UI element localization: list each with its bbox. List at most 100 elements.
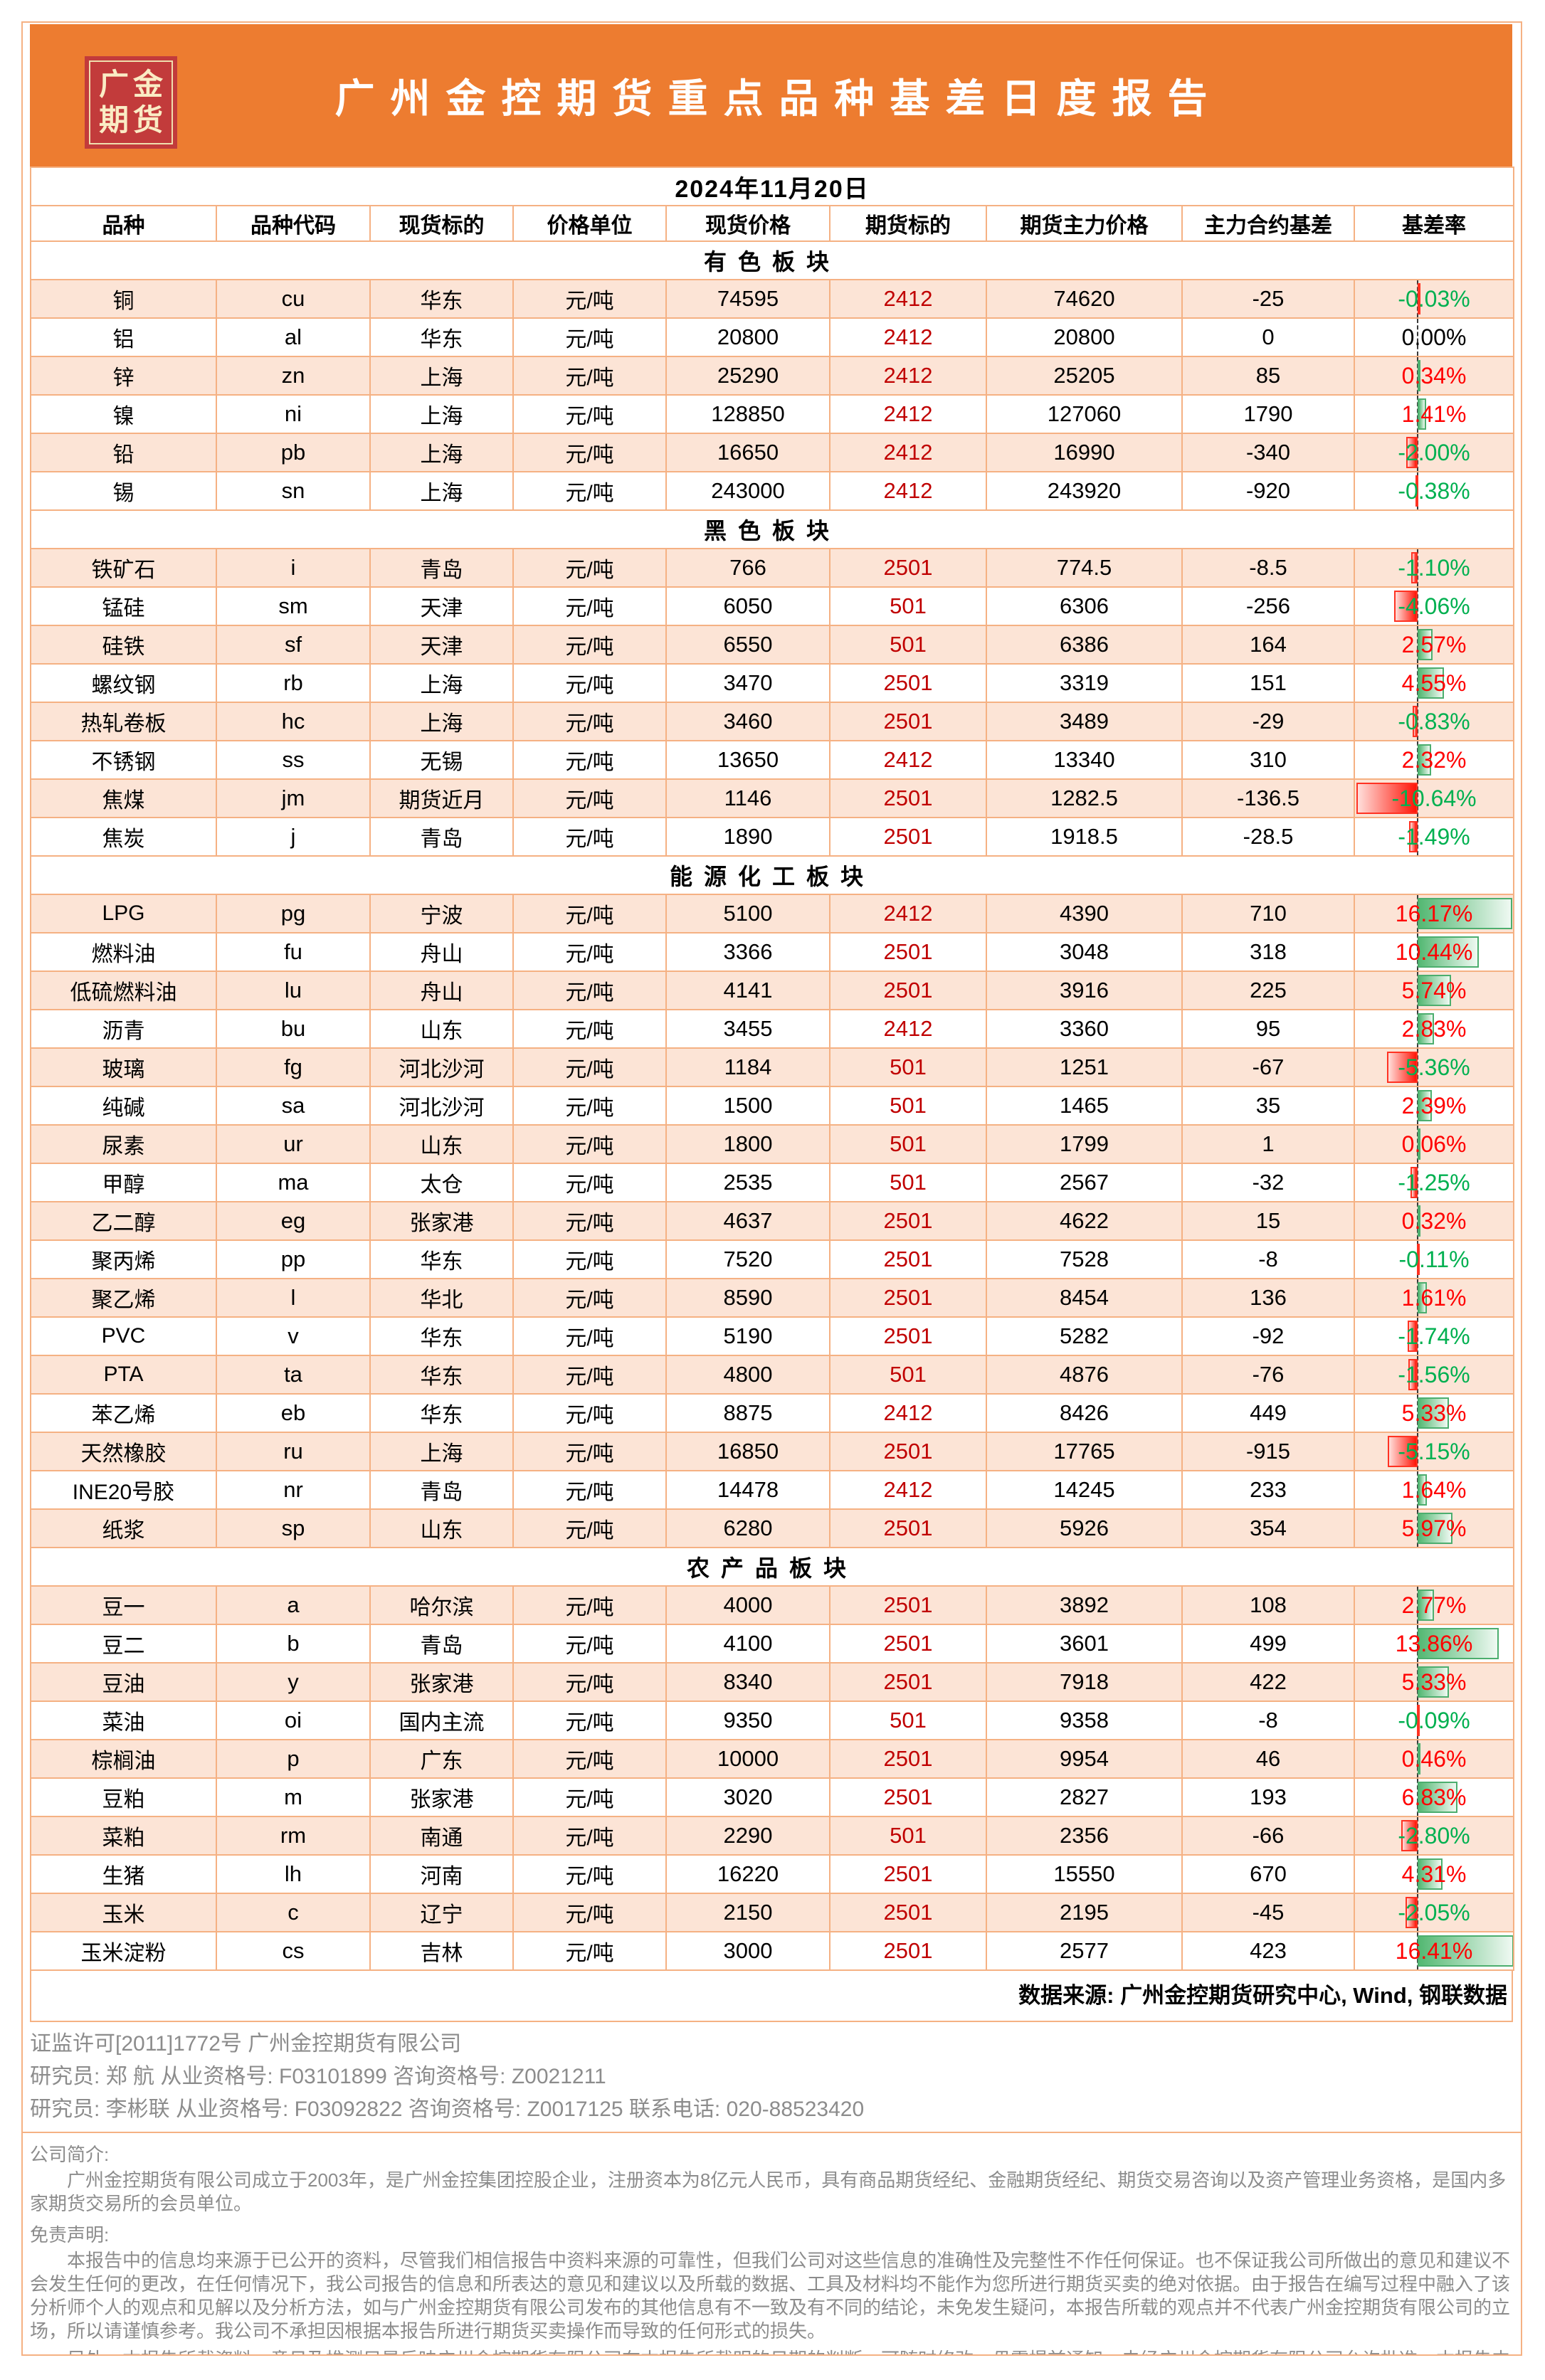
variety-cell: 低硫燃料油 (30, 970, 217, 1010)
spot-market-cell: 上海 (369, 702, 514, 741)
spot-price-cell: 6050 (665, 586, 830, 626)
commodity-row: 天然橡胶 ru 上海 元/吨 16850 2501 17765 -915 -5.15% (30, 1432, 1515, 1471)
basis-rate-databar: 16.41% (1356, 1933, 1513, 1969)
basis-rate-cell: -1.74% (1353, 1316, 1515, 1356)
futures-price-cell: 3489 (986, 702, 1183, 741)
basis-rate-cell: 0.32% (1353, 1201, 1515, 1241)
databar-axis (1417, 588, 1418, 624)
report-banner: 广金 期货 广州金控期货重点品种基差日度报告 (30, 24, 1512, 166)
commodity-row: 玉米淀粉 cs 吉林 元/吨 3000 2501 2577 423 16.41% (30, 1931, 1515, 1971)
negative-databar (1356, 783, 1418, 814)
variety-cell: 豆粕 (30, 1777, 217, 1817)
variety-cell: 菜油 (30, 1701, 217, 1740)
positive-databar (1418, 1513, 1453, 1544)
commodity-row: PTA ta 华东 元/吨 4800 501 4876 -76 -1.56% (30, 1355, 1515, 1395)
basis-rate-value: 6.83% (1401, 1784, 1467, 1810)
contract-cell: 2501 (829, 970, 987, 1010)
variety-cell: 纸浆 (30, 1508, 217, 1548)
variety-cell: 燃料油 (30, 932, 217, 972)
unit-cell: 元/吨 (512, 1086, 667, 1126)
contract-cell: 2412 (829, 1009, 987, 1049)
commodity-row: 豆二 b 青岛 元/吨 4100 2501 3601 499 13.86% (30, 1624, 1515, 1664)
futures-price-cell: 25205 (986, 356, 1183, 396)
basis-rate-value: -2.05% (1398, 1900, 1470, 1925)
basis-rate-cell: -0.11% (1353, 1239, 1515, 1279)
code-cell: sa (216, 1086, 371, 1126)
spot-price-cell: 9350 (665, 1701, 830, 1740)
spot-price-cell: 8590 (665, 1278, 830, 1318)
variety-cell: PTA (30, 1355, 217, 1395)
variety-cell: 生猪 (30, 1854, 217, 1894)
positive-databar (1418, 1743, 1420, 1775)
basis-rate-databar: -5.15% (1356, 1434, 1512, 1469)
code-cell: i (216, 548, 371, 588)
about-disclaimer-block: 公司简介: 广州金控期货有限公司成立于2003年，是广州金控集团控股企业，注册资… (23, 2133, 1521, 2354)
spot-market-cell: 无锡 (369, 740, 514, 780)
spot-price-cell: 10000 (665, 1739, 830, 1779)
unit-cell: 元/吨 (512, 356, 667, 396)
basis-cell: -92 (1181, 1316, 1355, 1356)
variety-cell: 棕榈油 (30, 1739, 217, 1779)
contract-cell: 2501 (829, 1508, 987, 1548)
basis-rate-cell: 0.34% (1353, 356, 1515, 396)
basis-cell: 1790 (1181, 394, 1355, 434)
spot-market-cell: 南通 (369, 1816, 514, 1856)
basis-rate-value: -4.06% (1398, 593, 1470, 619)
code-cell: zn (216, 356, 371, 396)
unit-cell: 元/吨 (512, 1508, 667, 1548)
contract-cell: 501 (829, 625, 987, 665)
spot-market-cell: 青岛 (369, 1624, 514, 1664)
unit-cell: 元/吨 (512, 1432, 667, 1471)
negative-databar (1415, 475, 1418, 507)
basis-cell: 136 (1181, 1278, 1355, 1318)
basis-rate-databar: 2.83% (1356, 1011, 1512, 1047)
basis-cell: -28.5 (1181, 817, 1355, 857)
contract-cell: 2501 (829, 1624, 987, 1664)
contract-cell: 501 (829, 1816, 987, 1856)
basis-rate-value: -1.74% (1398, 1323, 1470, 1349)
variety-cell: PVC (30, 1316, 217, 1356)
basis-rate-value: 2.39% (1401, 1093, 1467, 1118)
basis-rate-cell: 2.83% (1353, 1009, 1515, 1049)
futures-price-cell: 5282 (986, 1316, 1183, 1356)
basis-rate-value: -1.56% (1398, 1362, 1470, 1387)
unit-cell: 元/吨 (512, 394, 667, 434)
section-header-row: 黑色板块 (29, 509, 1515, 549)
futures-price-cell: 3601 (986, 1624, 1183, 1664)
basis-rate-databar: -10.64% (1356, 781, 1512, 816)
spot-price-cell: 4100 (665, 1624, 830, 1664)
spot-price-cell: 2535 (665, 1163, 830, 1202)
basis-rate-value: -0.83% (1398, 709, 1470, 734)
commodity-row: 豆一 a 哈尔滨 元/吨 4000 2501 3892 108 2.77% (30, 1585, 1515, 1625)
basis-rate-value: 5.74% (1401, 978, 1467, 1003)
unit-cell: 元/吨 (512, 740, 667, 780)
unit-cell: 元/吨 (512, 1316, 667, 1356)
contract-cell: 2501 (829, 702, 987, 741)
commodity-row: 螺纹钢 rb 上海 元/吨 3470 2501 3319 151 4.55% (30, 663, 1515, 703)
basis-rate-databar: -0.03% (1356, 281, 1512, 317)
code-cell: jm (216, 778, 371, 818)
basis-rate-databar: 6.83% (1356, 1779, 1512, 1815)
basis-rate-value: 5.33% (1401, 1669, 1467, 1695)
basis-rate-cell: 1.64% (1353, 1470, 1515, 1510)
futures-price-cell: 5926 (986, 1508, 1183, 1548)
contract-cell: 2501 (829, 778, 987, 818)
commodity-row: 热轧卷板 hc 上海 元/吨 3460 2501 3489 -29 -0.83% (30, 702, 1515, 741)
basis-rate-cell: 0.06% (1353, 1124, 1515, 1164)
contract-cell: 2501 (829, 1662, 987, 1702)
unit-cell: 元/吨 (512, 663, 667, 703)
databar-axis (1417, 550, 1418, 586)
code-cell: ni (216, 394, 371, 434)
commodity-row: 苯乙烯 eb 华东 元/吨 8875 2412 8426 449 5.33% (30, 1393, 1515, 1433)
variety-cell: 焦炭 (30, 817, 217, 857)
contract-cell: 2501 (829, 1432, 987, 1471)
variety-cell: 铁矿石 (30, 548, 217, 588)
contract-cell: 501 (829, 1701, 987, 1740)
basis-rate-databar: 5.97% (1356, 1511, 1512, 1546)
basis-rate-cell: -2.80% (1353, 1816, 1515, 1856)
spot-market-cell: 华东 (369, 1355, 514, 1395)
code-cell: rb (216, 663, 371, 703)
contract-cell: 501 (829, 1163, 987, 1202)
basis-rate-databar: 0.00% (1356, 319, 1512, 355)
contract-cell: 501 (829, 1086, 987, 1126)
